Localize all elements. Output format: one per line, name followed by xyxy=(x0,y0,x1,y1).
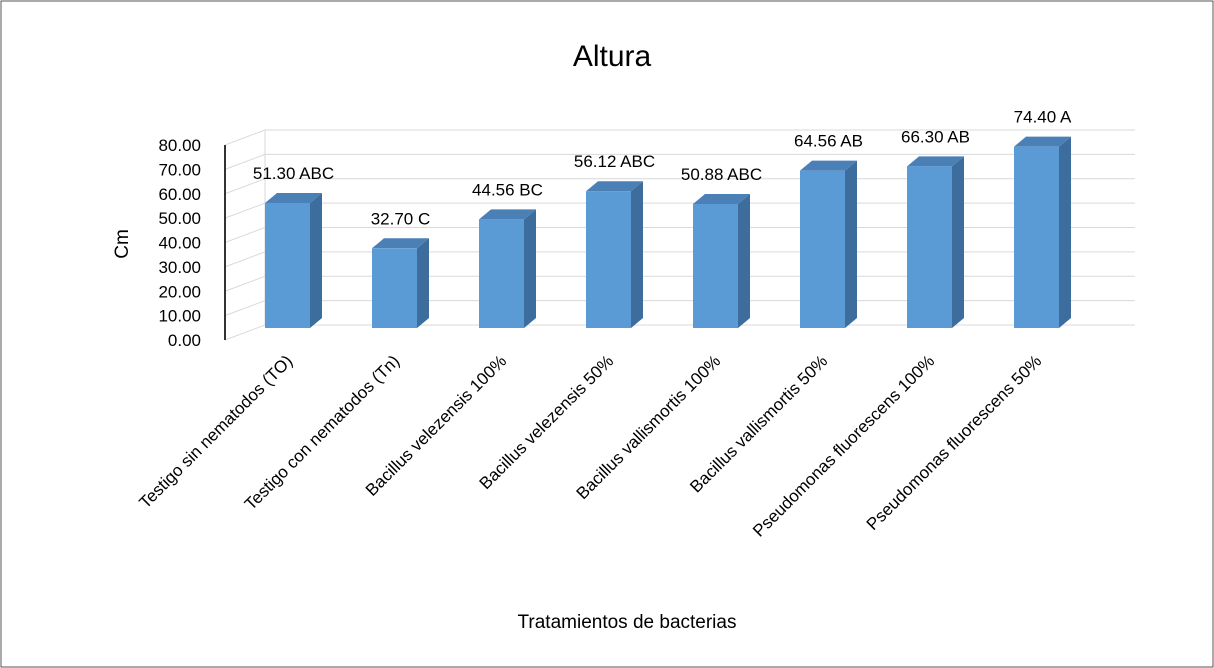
bar-side xyxy=(952,156,964,328)
data-label: 74.40 A xyxy=(1014,108,1072,127)
bar-side xyxy=(417,238,429,328)
y-tick-label: 80.00 xyxy=(158,136,201,155)
chart-title: Altura xyxy=(573,40,652,73)
y-tick-label: 60.00 xyxy=(158,185,201,204)
y-tick-label: 70.00 xyxy=(158,160,201,179)
x-axis-title: Tratamientos de bacterias xyxy=(518,612,737,633)
bar-top xyxy=(265,192,322,203)
data-label: 51.30 ABC xyxy=(253,164,334,183)
y-tick-label: 0.00 xyxy=(168,331,201,350)
bar xyxy=(693,203,738,328)
data-label: 66.30 AB xyxy=(901,127,970,146)
bar-top xyxy=(693,193,750,204)
bar-side xyxy=(845,160,857,328)
bar-top xyxy=(907,156,964,167)
bar-top xyxy=(800,160,857,171)
bar xyxy=(907,166,952,328)
bar-side xyxy=(1059,136,1071,328)
bar-side xyxy=(524,209,536,328)
y-tick-label: 50.00 xyxy=(158,209,201,228)
bar-side xyxy=(310,192,322,328)
y-tick-label: 30.00 xyxy=(158,258,201,277)
bar xyxy=(479,219,524,328)
bar xyxy=(586,191,631,328)
bar xyxy=(265,202,310,328)
y-tick-label: 40.00 xyxy=(158,234,201,253)
data-label: 44.56 BC xyxy=(472,180,543,199)
bar xyxy=(800,170,845,328)
bar xyxy=(1014,146,1059,328)
bar-top xyxy=(1014,136,1071,147)
bar-side xyxy=(631,181,643,328)
data-label: 32.70 C xyxy=(371,209,431,228)
data-label: 64.56 AB xyxy=(794,132,863,151)
bar-top xyxy=(479,209,536,220)
bar-side xyxy=(738,193,750,328)
y-tick-label: 10.00 xyxy=(158,307,201,326)
bar-top xyxy=(372,238,429,249)
y-axis-title: Cm xyxy=(112,229,133,259)
y-tick-label: 20.00 xyxy=(158,282,201,301)
bar-top xyxy=(586,181,643,192)
bar xyxy=(372,248,417,328)
data-label: 50.88 ABC xyxy=(681,165,762,184)
data-label: 56.12 ABC xyxy=(574,152,655,171)
